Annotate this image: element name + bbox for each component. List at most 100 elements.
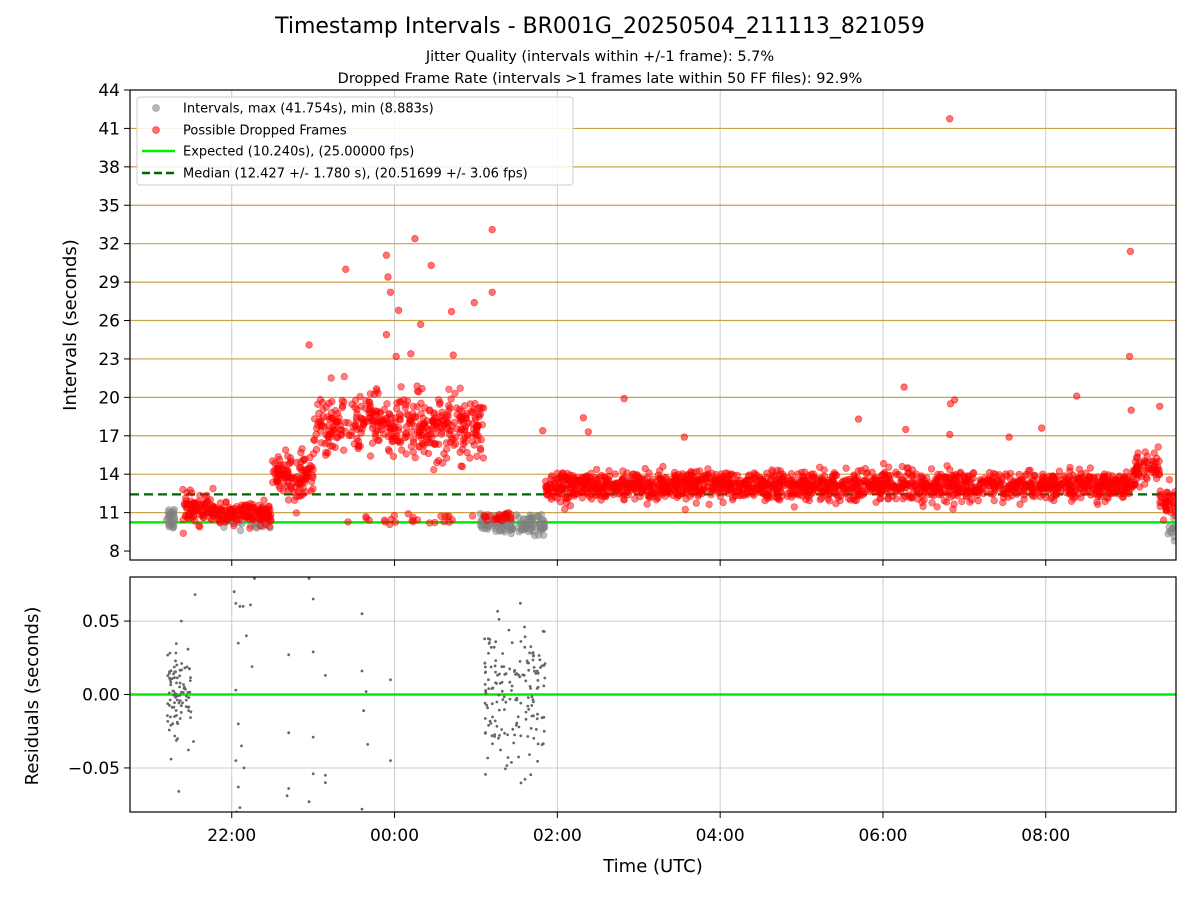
dropped-frame-point <box>468 437 476 445</box>
dropped-frame-point <box>850 471 858 479</box>
residual-point <box>538 658 542 662</box>
dropped-frame-point <box>1030 492 1039 500</box>
dropped-frame-point <box>826 490 834 498</box>
legend-label-intervals: Intervals, max (41.754s), min (8.883s) <box>183 102 434 117</box>
residual-point <box>311 735 315 739</box>
residual-point <box>494 670 497 674</box>
residual-point <box>526 735 530 738</box>
dropped-frame-point <box>464 431 472 439</box>
dropped-frame-point <box>795 491 803 499</box>
residual-point <box>184 687 187 691</box>
residual-point <box>523 777 527 781</box>
intervals-ytick-label-11: 41 <box>98 119 120 139</box>
residual-point <box>487 651 490 655</box>
dropped-frame-point <box>230 522 238 530</box>
dropped-frame-point <box>631 495 639 503</box>
dropped-frame-point <box>1110 489 1118 497</box>
residual-point <box>486 706 489 710</box>
dropped-frame-point <box>681 505 689 514</box>
dropped-frame-point <box>702 478 711 486</box>
dropped-frame-point <box>419 414 427 422</box>
dropped-frame-point <box>637 489 646 497</box>
dropped-frame-point <box>946 115 954 123</box>
residual-point <box>184 698 188 702</box>
dropped-frame-point <box>437 512 445 520</box>
residual-point <box>498 734 501 737</box>
residual-point <box>169 683 173 687</box>
residual-point <box>234 688 238 692</box>
dropped-frame-point <box>1087 491 1095 499</box>
interval-point <box>1170 537 1176 545</box>
residual-point <box>189 710 193 714</box>
residual-point <box>188 679 192 682</box>
dropped-frame-point <box>777 492 786 501</box>
dropped-frame-point <box>471 413 479 421</box>
residual-point <box>519 781 523 785</box>
residual-point <box>484 773 487 776</box>
dropped-frame-point <box>680 433 688 441</box>
dropped-frame-point <box>708 486 716 495</box>
dropped-frame-point <box>620 495 628 503</box>
dropped-frame-point <box>1133 453 1141 461</box>
residual-point <box>501 698 505 701</box>
dropped-frame-point <box>584 428 592 436</box>
dropped-frame-point <box>829 472 837 480</box>
dropped-frame-point <box>890 481 898 489</box>
residual-point <box>250 665 254 668</box>
residual-point <box>169 680 173 684</box>
residual-point <box>528 651 531 655</box>
residual-point <box>492 645 496 649</box>
dropped-frame-point <box>1066 467 1074 475</box>
dropped-frame-point <box>380 405 388 414</box>
dropped-frame-point <box>434 417 443 426</box>
residual-point <box>487 723 490 727</box>
dropped-frame-point <box>424 449 433 458</box>
residual-point <box>175 739 178 742</box>
dropped-frame-point <box>750 469 758 477</box>
dropped-frame-point <box>325 399 333 407</box>
dropped-frame-point <box>297 448 305 457</box>
dropped-frame-point <box>580 484 588 492</box>
dropped-frame-point <box>696 467 704 475</box>
dropped-frame-point <box>479 454 488 462</box>
dropped-frame-point <box>1035 487 1044 495</box>
dropped-frame-point <box>1005 433 1013 441</box>
chart-title: Timestamp Intervals - BR001G_20250504_21… <box>275 14 925 39</box>
interval-point <box>1165 523 1173 531</box>
dropped-frame-point <box>428 417 436 425</box>
xtick-label-2: 02:00 <box>533 826 582 846</box>
dropped-frame-point <box>347 431 355 439</box>
dropped-frame-point <box>209 484 217 493</box>
dropped-frame-point <box>1086 473 1095 481</box>
residual-point <box>166 674 170 678</box>
dropped-frame-point <box>389 452 398 461</box>
dropped-frame-point <box>900 383 908 391</box>
residual-point <box>536 759 539 763</box>
residual-point <box>523 635 527 639</box>
dropped-frame-point <box>974 497 982 505</box>
dropped-frame-point <box>711 478 720 487</box>
dropped-frame-point <box>310 436 318 444</box>
residual-point <box>168 651 172 655</box>
dropped-frame-point <box>400 396 408 404</box>
dropped-frame-point <box>488 225 496 234</box>
dropped-frame-point <box>1100 486 1108 494</box>
residual-point <box>533 669 536 673</box>
residual-point <box>311 597 315 601</box>
dropped-frame-point <box>338 403 346 412</box>
dropped-frame-point <box>393 399 401 407</box>
residual-point <box>497 736 500 740</box>
dropped-frame-point <box>1069 494 1078 502</box>
residual-point <box>178 699 182 703</box>
dropped-frame-point <box>816 463 824 471</box>
dropped-frame-point <box>611 470 619 478</box>
dropped-frame-point <box>447 395 455 403</box>
dropped-frame-point <box>991 480 999 489</box>
residual-point <box>175 681 178 685</box>
residual-point <box>490 687 494 690</box>
dropped-frame-point <box>928 499 936 507</box>
dropped-frame-point <box>416 320 425 329</box>
residual-point <box>484 731 487 734</box>
residual-point <box>512 741 516 745</box>
dropped-frame-point <box>879 459 888 468</box>
